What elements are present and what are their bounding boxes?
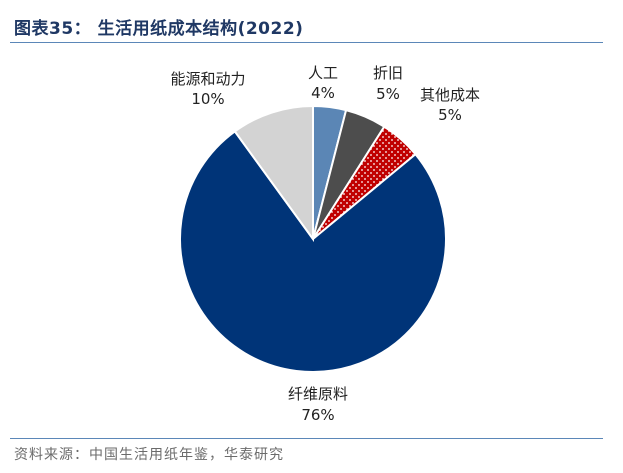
slice-name-label: 人工 [308,64,338,82]
bottom-divider [10,438,603,439]
slice-name-label: 纤维原料 [288,385,348,403]
slice-name-label: 能源和动力 [170,70,245,88]
slice-value-label: 10% [191,90,224,108]
slice-name-label: 折旧 [373,64,403,82]
slice-value-label: 5% [438,106,462,124]
slice-value-label: 76% [301,406,334,424]
slice-name-label: 其他成本 [420,86,480,104]
pie-slice [233,104,314,243]
top-divider [10,42,603,43]
pie-slice [179,130,447,373]
source-note: 资料来源：中国生活用纸年鉴，华泰研究 [14,447,284,463]
chart-title: 图表35： 生活用纸成本结构(2022) [14,19,304,39]
slice-value-label: 5% [376,85,400,103]
slice-value-label: 4% [311,84,335,102]
